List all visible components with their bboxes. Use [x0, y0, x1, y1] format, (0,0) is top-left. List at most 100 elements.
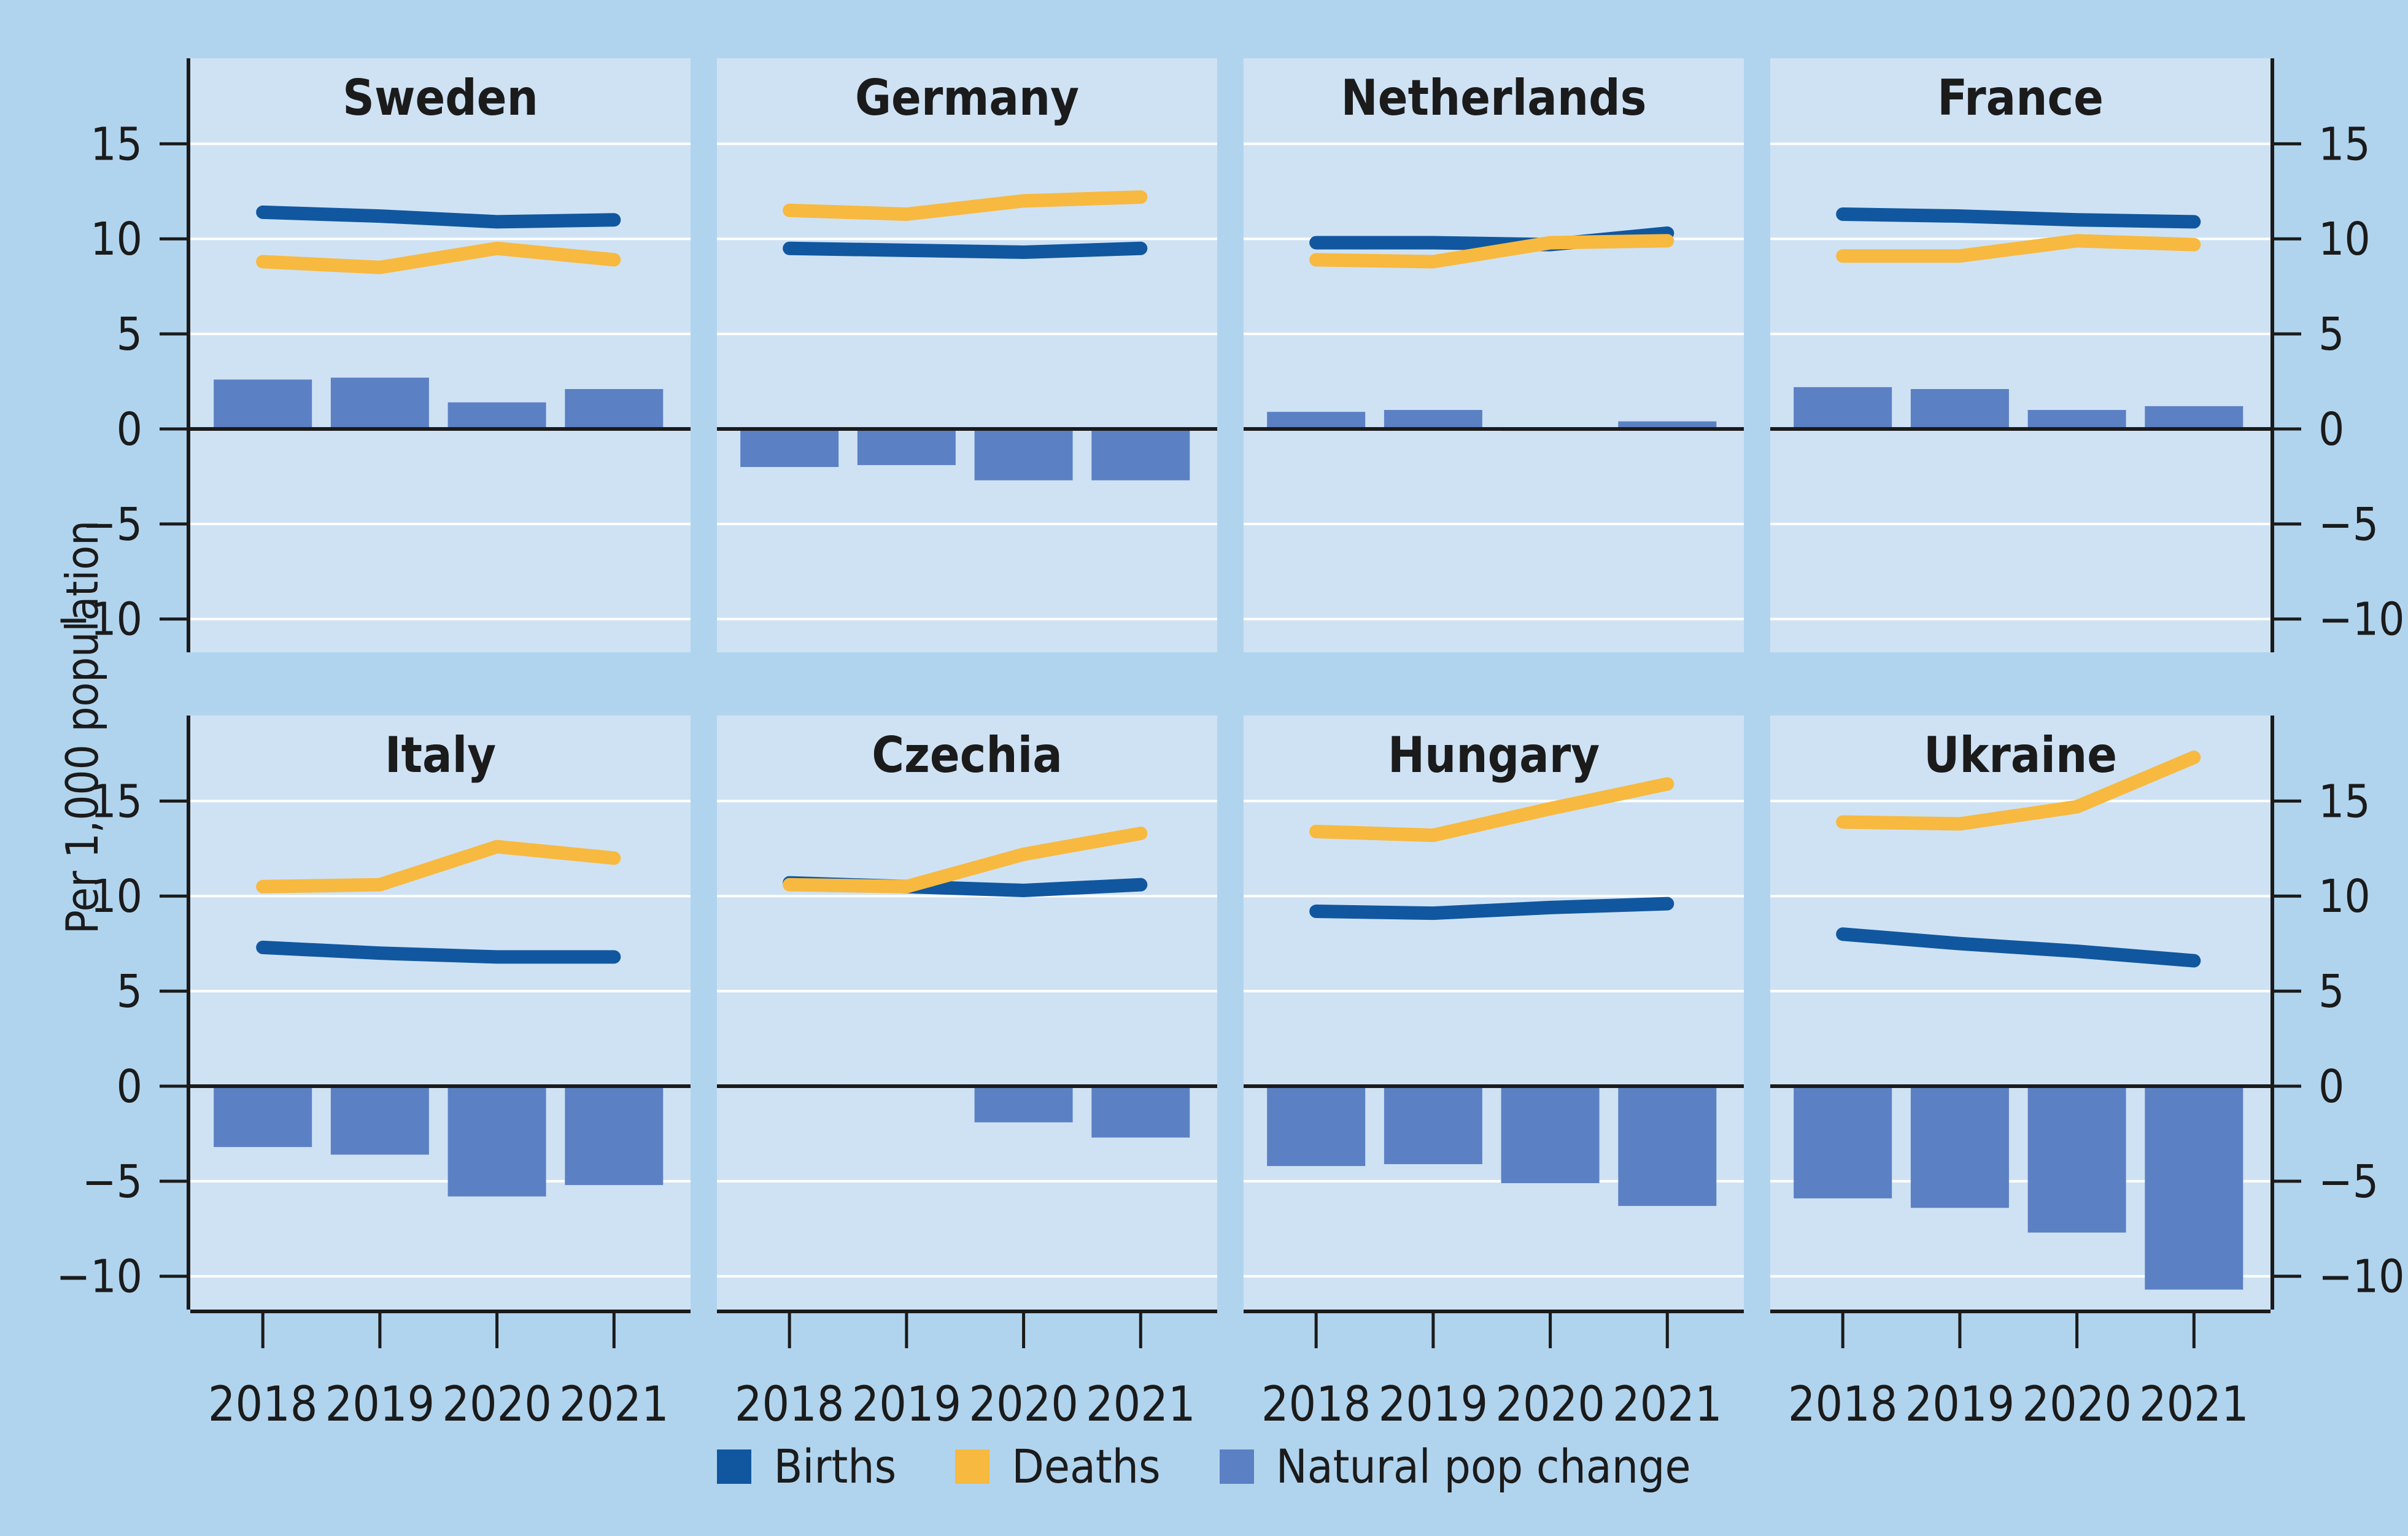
deaths-swatch-icon: [955, 1449, 990, 1484]
panel-title: Germany: [855, 69, 1079, 126]
natural-pop-change-bar: [1091, 1086, 1190, 1138]
births-line: [1836, 207, 2201, 229]
y-tick-label-left: 5: [117, 308, 142, 361]
y-tick-label-right: 15: [2318, 775, 2371, 828]
x-tick-label: 2021: [1086, 1377, 1196, 1432]
natural-pop-change-bar: [1267, 1086, 1366, 1167]
y-tick-label-right: 5: [2318, 965, 2344, 1018]
y-tick-label-left: 10: [90, 213, 142, 266]
y-tick-label-left: −5: [82, 498, 142, 551]
y-tick-label-left: 5: [117, 965, 142, 1018]
natural-pop-change-bar: [2145, 1086, 2243, 1290]
panel-ukraine: Ukraine 2018 2019 2020 2021: [1770, 716, 2271, 1432]
panel-title: Sweden: [343, 69, 538, 126]
legend-label-births: Births: [773, 1439, 897, 1494]
natural-pop-change-bar: [1794, 1086, 1892, 1198]
y-tick-label-right: −5: [2318, 498, 2379, 551]
natural-pop-change-swatch-icon: [1219, 1449, 1254, 1484]
natural-pop-change-bar: [330, 1086, 429, 1155]
births-line: [1309, 897, 1674, 920]
y-tick-label-right: 10: [2318, 870, 2371, 923]
panel-background: [717, 58, 1217, 652]
natural-pop-change-bar: [330, 377, 429, 430]
deaths-line: [1836, 751, 2201, 831]
natural-pop-change-bar: [214, 379, 312, 430]
legend: Births Deaths Natural pop change: [0, 1443, 2408, 1490]
y-tick-label-left: 0: [117, 1060, 142, 1113]
y-tick-label-right: 0: [2318, 1060, 2344, 1113]
x-tick-label: 2019: [1905, 1377, 2015, 1432]
births-line: [1836, 927, 2201, 968]
natural-pop-change-bar: [1501, 1086, 1600, 1184]
panel-sweden: Sweden: [190, 58, 691, 652]
natural-pop-change-bar: [1910, 388, 2009, 430]
panel-title: Italy: [385, 727, 496, 784]
x-tick-label: 2019: [1379, 1377, 1489, 1432]
natural-pop-change-bar: [447, 402, 546, 430]
y-tick-label-left: 15: [90, 775, 142, 828]
natural-pop-change-bar: [1267, 412, 1366, 430]
panel-title: Czechia: [872, 727, 1063, 784]
deaths-line: [783, 827, 1148, 893]
deaths-line: [1309, 234, 1674, 269]
natural-pop-change-bar: [974, 429, 1073, 480]
panel-title: Hungary: [1388, 727, 1600, 784]
x-tick-label: 2021: [2139, 1377, 2249, 1432]
natural-pop-change-bar: [2027, 1086, 2126, 1233]
natural-pop-change-bar: [1091, 429, 1190, 480]
natural-pop-change-bar: [1910, 1086, 2009, 1208]
natural-pop-change-bar: [1794, 387, 1892, 430]
natural-pop-change-bar: [2027, 410, 2126, 430]
births-swatch-icon: [717, 1449, 752, 1484]
legend-label-deaths: Deaths: [1012, 1439, 1161, 1494]
panel-italy: Italy 2018 2019 2020 2021: [190, 716, 691, 1432]
y-tick-label-left: 10: [90, 870, 142, 923]
y-tick-label-right: −5: [2318, 1156, 2379, 1208]
panel-title: Netherlands: [1341, 69, 1647, 126]
panel-hungary: Hungary 2018 2019 2020 2021: [1244, 716, 1744, 1432]
natural-pop-change-bar: [447, 1086, 546, 1197]
y-tick-label-right: 10: [2318, 213, 2371, 266]
natural-pop-change-bar: [565, 388, 664, 430]
y-axis-row-2: 15 15 10 10 5 5 0 0 −5 −5 −10 −10: [56, 716, 2404, 1310]
panel-background: [190, 716, 691, 1310]
x-tick-label: 2020: [2022, 1377, 2132, 1432]
panel-title: Ukraine: [1924, 727, 2117, 784]
deaths-line: [256, 839, 621, 893]
births-line: [256, 205, 621, 229]
y-tick-label-right: 15: [2318, 118, 2371, 171]
deaths-line: [256, 241, 621, 274]
panel-background: [1244, 716, 1744, 1310]
y-tick-label-right: −10: [2318, 593, 2404, 646]
panel-background: [190, 58, 691, 652]
x-tick-label: 2018: [208, 1377, 318, 1432]
x-tick-label: 2018: [1788, 1377, 1898, 1432]
y-tick-label-left: −10: [56, 593, 142, 646]
y-axis-row-1: 15 15 10 10 5 5 0 0 −5 −5 −10 −10: [56, 58, 2404, 652]
y-tick-label-left: 0: [117, 403, 142, 456]
legend-item-deaths: Deaths: [955, 1439, 1161, 1494]
deaths-line: [1836, 234, 2201, 263]
births-line: [783, 241, 1148, 259]
y-tick-label-left: −10: [56, 1251, 142, 1303]
x-tick-label: 2021: [559, 1377, 669, 1432]
natural-pop-change-bar: [1618, 421, 1717, 430]
x-tick-label: 2020: [442, 1377, 552, 1432]
natural-pop-change-bar: [740, 429, 839, 467]
panel-netherlands: Netherlands: [1244, 58, 1744, 652]
y-tick-label-right: −10: [2318, 1251, 2404, 1303]
natural-pop-change-bar: [565, 1086, 664, 1186]
panel-background: [1244, 58, 1744, 652]
panel-background: [1770, 58, 2271, 652]
natural-pop-change-bar: [857, 429, 956, 465]
natural-pop-change-bar: [1384, 1086, 1482, 1165]
natural-pop-change-bar: [1618, 1086, 1717, 1206]
x-tick-label: 2020: [969, 1377, 1078, 1432]
births-line: [256, 940, 621, 964]
y-tick-label-left: −5: [82, 1156, 142, 1208]
panel-background: [717, 716, 1217, 1310]
x-tick-label: 2021: [1612, 1377, 1722, 1432]
natural-pop-change-bar: [1384, 410, 1482, 430]
